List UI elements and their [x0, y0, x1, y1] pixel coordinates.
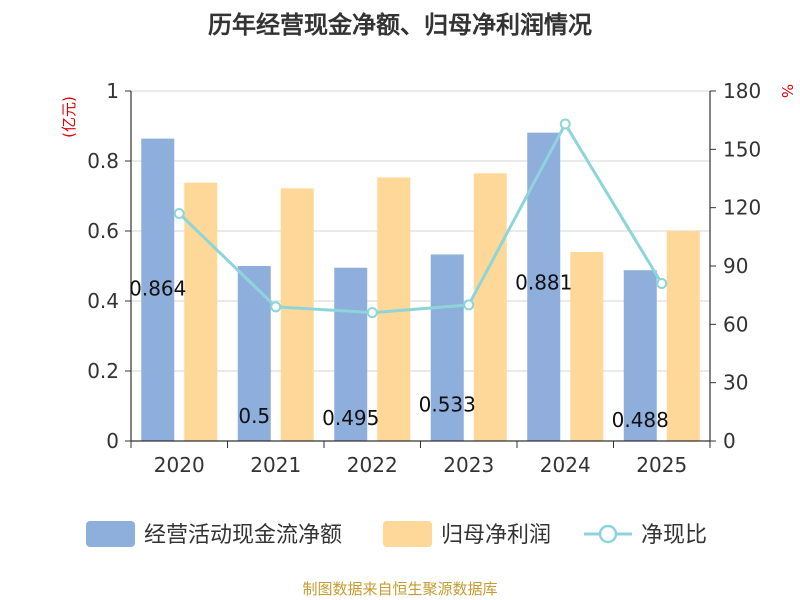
bar-net-profit [280, 188, 314, 441]
left-axis-unit-label: (亿元) [60, 96, 78, 138]
x-axis-tick-label: 2022 [347, 453, 398, 477]
left-axis-tick-label: 0 [106, 429, 119, 453]
legend-item-ratio[interactable]: 净现比 [584, 523, 707, 548]
right-axis-tick-label: 60 [723, 312, 748, 336]
line-point [173, 208, 185, 219]
legend-label: 经营活动现金流净额 [144, 523, 342, 548]
bar-data-label: 0.864 [129, 277, 186, 301]
bar-operating-cash-flow [334, 267, 368, 441]
line-point [656, 278, 668, 289]
grid-lines [131, 90, 710, 372]
bar-operating-cash-flow [430, 254, 464, 441]
bar-series-group [141, 132, 700, 441]
bar-data-label: 0.881 [515, 271, 572, 295]
line-point [559, 118, 571, 130]
x-axis-tick-label: 2021 [250, 453, 301, 477]
left-axis-tick-label: 1 [106, 79, 119, 103]
bar-data-label: 0.5 [238, 404, 270, 428]
line-point [270, 301, 282, 313]
x-axis-tick-label: 2023 [443, 453, 494, 477]
axes: 0 0.2 0.4 0.6 0.8 1 0 30 60 90 120 150 180 2020 2021 20… [87, 79, 761, 477]
legend-item-net-profit[interactable]: 归母净利润 [383, 521, 551, 548]
source-note: 制图数据来自恒生聚源数据库 [302, 580, 497, 598]
right-axis-tick-label: 0 [723, 429, 736, 453]
legend-label: 归母净利润 [441, 523, 551, 548]
line-ratio-series [178, 121, 664, 315]
bar-net-profit [184, 182, 218, 441]
legend-label: 净现比 [641, 523, 707, 548]
bar-operating-cash-flow [623, 270, 657, 441]
bar-data-label: 0.488 [612, 408, 669, 432]
legend-marker [598, 524, 618, 544]
line-point [366, 307, 378, 319]
legend-item-operating-cash-flow[interactable]: 经营活动现金流净额 [86, 521, 342, 548]
right-axis-tick-label: 180 [723, 79, 761, 103]
bar-data-label: 0.533 [419, 392, 476, 416]
left-axis-tick-label: 0.2 [87, 359, 119, 383]
chart-title: 历年经营现金净额、归母净利润情况 [208, 11, 592, 39]
bar-net-profit [666, 231, 700, 441]
x-axis-tick-label: 2025 [636, 453, 687, 477]
left-axis-tick-label: 0.8 [87, 149, 119, 173]
right-axis-unit-label: % [778, 84, 796, 98]
left-axis-tick-label: 0.4 [87, 289, 119, 313]
bar-net-profit [570, 252, 604, 441]
line-point [463, 299, 475, 311]
legend-swatch [383, 521, 432, 547]
legend-swatch [86, 521, 135, 547]
bar-data-label: 0.495 [322, 406, 379, 430]
legend: 经营活动现金流净额 归母净利润 净现比 [86, 521, 707, 548]
x-axis-tick-label: 2020 [154, 453, 205, 477]
right-axis-tick-label: 30 [723, 371, 748, 395]
line-series-group [173, 118, 668, 319]
left-axis-tick-label: 0.6 [87, 219, 119, 243]
bar-operating-cash-flow [141, 138, 175, 441]
right-axis-tick-label: 150 [723, 137, 761, 161]
bar-net-profit [473, 173, 507, 441]
right-axis-tick-label: 90 [723, 254, 748, 278]
right-axis-tick-label: 120 [723, 196, 761, 220]
data-labels: 0.864 0.5 0.495 0.533 0.881 0.488 [129, 271, 669, 433]
x-axis-tick-label: 2024 [540, 453, 591, 477]
